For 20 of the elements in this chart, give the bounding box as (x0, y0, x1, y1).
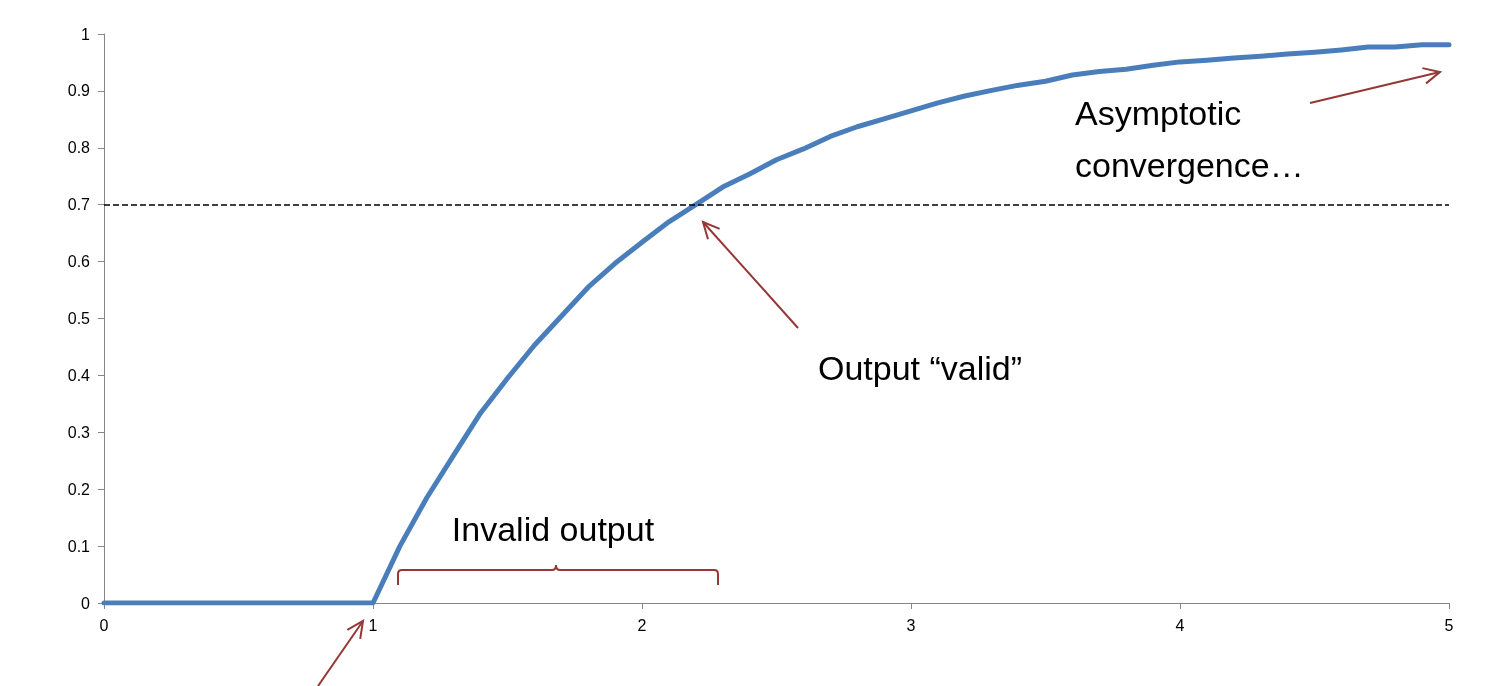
y-tick-label: 0 (81, 594, 91, 612)
x-tick-label: 3 (906, 616, 916, 634)
y-tick-label: 0.7 (67, 196, 91, 214)
x-tick-label: 0 (99, 616, 109, 634)
x-tick-label: 2 (637, 616, 647, 634)
y-tick-label: 0.6 (67, 253, 91, 271)
annotation: Invalid output (451, 510, 655, 548)
annotation: Output “valid” (818, 349, 1023, 387)
y-tick-label: 0.9 (67, 82, 91, 100)
y-tick-label: 0.1 (67, 537, 91, 555)
y-tick-label: 0.8 (67, 139, 91, 157)
y-tick-label: 0.5 (67, 310, 91, 327)
x-tick-label: 4 (1175, 616, 1185, 634)
y-tick-label: 0.2 (67, 480, 91, 498)
annotation: Asymptotic convergence… (1075, 94, 1304, 184)
x-tick-label: 1 (368, 616, 378, 634)
x-tick-label: 5 (1444, 616, 1454, 634)
y-tick-label: 1 (81, 25, 91, 43)
y-tick-label: 0.4 (67, 366, 91, 384)
y-tick-label: 0.3 (67, 423, 91, 441)
